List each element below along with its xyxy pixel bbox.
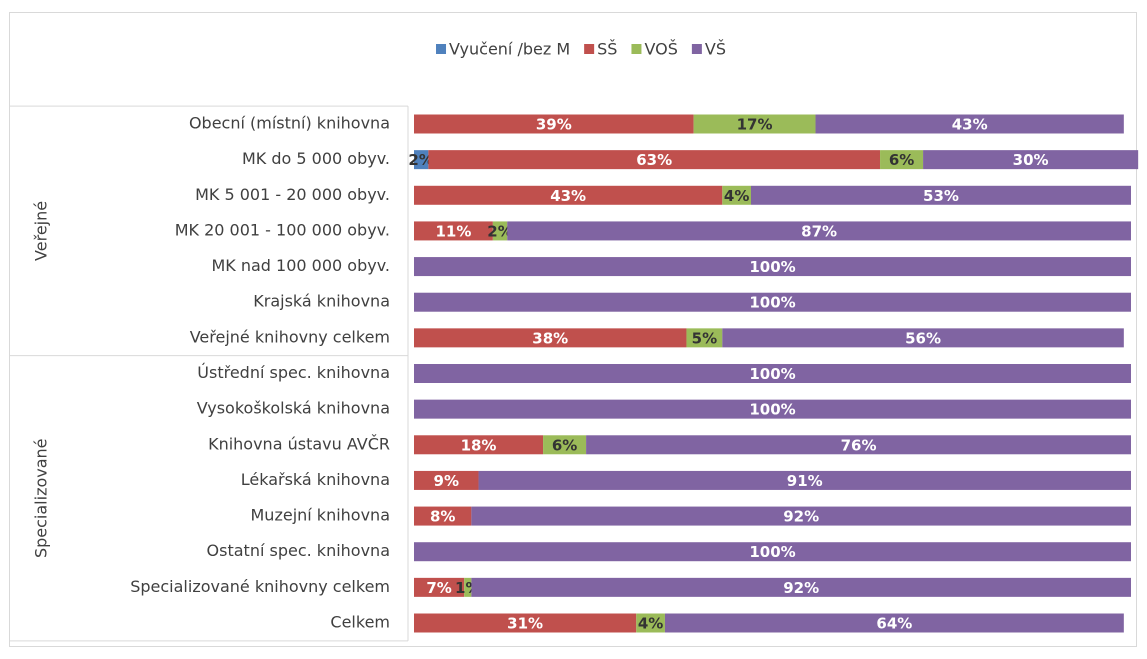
- value-label: 63%: [636, 151, 672, 169]
- bar-segment: [414, 114, 694, 134]
- bar-segment: [664, 613, 1124, 633]
- legend-swatch: [436, 44, 447, 54]
- value-label: 43%: [952, 116, 988, 134]
- bar-segment: [686, 328, 723, 348]
- bar-segment: [722, 185, 751, 205]
- value-label: 100%: [749, 258, 795, 276]
- bar-segment: [414, 328, 687, 348]
- bar-segment: [428, 150, 881, 170]
- value-label: 100%: [749, 365, 795, 383]
- legend-swatch: [691, 44, 702, 54]
- value-label: 9%: [434, 472, 459, 490]
- value-label: 64%: [876, 615, 912, 633]
- legend-label: VŠ: [705, 40, 726, 59]
- value-label: 76%: [841, 436, 877, 454]
- category-label: Ústřední spec. knihovna: [197, 363, 390, 382]
- bar-segment: [414, 613, 637, 633]
- category-label: MK 5 001 - 20 000 obyv.: [195, 185, 390, 204]
- value-label: 2%: [408, 151, 433, 169]
- bar-segment: [414, 185, 723, 205]
- bar-segment: [414, 542, 1131, 562]
- category-label: MK 20 001 - 100 000 obyv.: [175, 220, 390, 239]
- value-label: 100%: [749, 543, 795, 561]
- legend-label: Vyučení /bez M: [449, 40, 570, 59]
- bar-segment: [471, 577, 1131, 597]
- bar-segment: [414, 399, 1131, 419]
- bar-segment: [492, 221, 508, 241]
- value-label: 18%: [461, 436, 497, 454]
- bar-segment: [722, 328, 1124, 348]
- category-label: MK do 5 000 obyv.: [242, 149, 390, 168]
- category-label: Vysokoškolská knihovna: [197, 399, 390, 418]
- value-label: 87%: [801, 222, 837, 240]
- value-label: 100%: [749, 401, 795, 419]
- bar-segment: [693, 114, 816, 134]
- category-label: MK nad 100 000 obyv.: [211, 256, 390, 275]
- bar-segment: [471, 506, 1131, 526]
- category-label: Knihovna ústavu AVČR: [208, 434, 390, 453]
- value-label: 30%: [1013, 151, 1049, 169]
- bar-segment: [414, 221, 493, 241]
- category-label: Celkem: [330, 613, 390, 632]
- legend-swatch: [584, 44, 595, 54]
- value-label: 4%: [638, 615, 663, 633]
- value-label: 53%: [923, 187, 959, 205]
- category-label: Krajská knihovna: [253, 292, 390, 311]
- bar-segment: [414, 150, 429, 170]
- bar-segment: [414, 292, 1131, 312]
- bar-segment: [880, 150, 924, 170]
- bar-segment: [586, 435, 1131, 455]
- value-label: 6%: [552, 436, 577, 454]
- value-label: 17%: [737, 116, 773, 134]
- category-label: Muzejní knihovna: [251, 506, 391, 525]
- group-label: Specializované: [32, 438, 51, 558]
- value-label: 5%: [692, 329, 717, 347]
- bar-segment: [414, 506, 472, 526]
- category-label: Veřejné knihovny celkem: [190, 327, 390, 346]
- bar-segment: [414, 364, 1131, 383]
- value-label: 56%: [905, 329, 941, 347]
- value-label: 4%: [724, 187, 749, 205]
- category-label: Specializované knihovny celkem: [130, 577, 390, 596]
- bar-segment: [507, 221, 1132, 241]
- category-label: Lékařská knihovna: [241, 470, 390, 489]
- value-label: 91%: [787, 472, 823, 490]
- bar-segment: [464, 577, 472, 597]
- value-label: 31%: [507, 615, 543, 633]
- group-label: Veřejné: [32, 201, 51, 261]
- bar-segment: [923, 150, 1139, 170]
- value-label: 39%: [536, 116, 572, 134]
- bar-segment: [414, 470, 479, 490]
- bar-segment: [414, 257, 1131, 277]
- legend-label: SŠ: [597, 40, 617, 59]
- category-label: Ostatní spec. knihovna: [207, 541, 390, 560]
- value-label: 2%: [487, 222, 512, 240]
- value-label: 92%: [783, 508, 819, 526]
- value-label: 11%: [435, 222, 471, 240]
- bar-segment: [414, 435, 544, 455]
- value-label: 8%: [430, 508, 455, 526]
- bar-segment: [478, 470, 1131, 490]
- value-label: 100%: [749, 294, 795, 312]
- value-label: 38%: [532, 329, 568, 347]
- legend-swatch: [631, 44, 642, 54]
- bar-segment: [543, 435, 587, 455]
- bar-segment: [636, 613, 665, 633]
- value-label: 6%: [889, 151, 914, 169]
- bar-segment: [414, 577, 465, 597]
- bar-segment: [750, 185, 1131, 205]
- category-label: Obecní (místní) knihovna: [189, 114, 390, 133]
- bar-segment: [815, 114, 1124, 134]
- legend-label: VOŠ: [644, 40, 677, 59]
- value-label: 43%: [550, 187, 586, 205]
- value-label: 92%: [783, 579, 819, 597]
- value-label: 7%: [426, 579, 451, 597]
